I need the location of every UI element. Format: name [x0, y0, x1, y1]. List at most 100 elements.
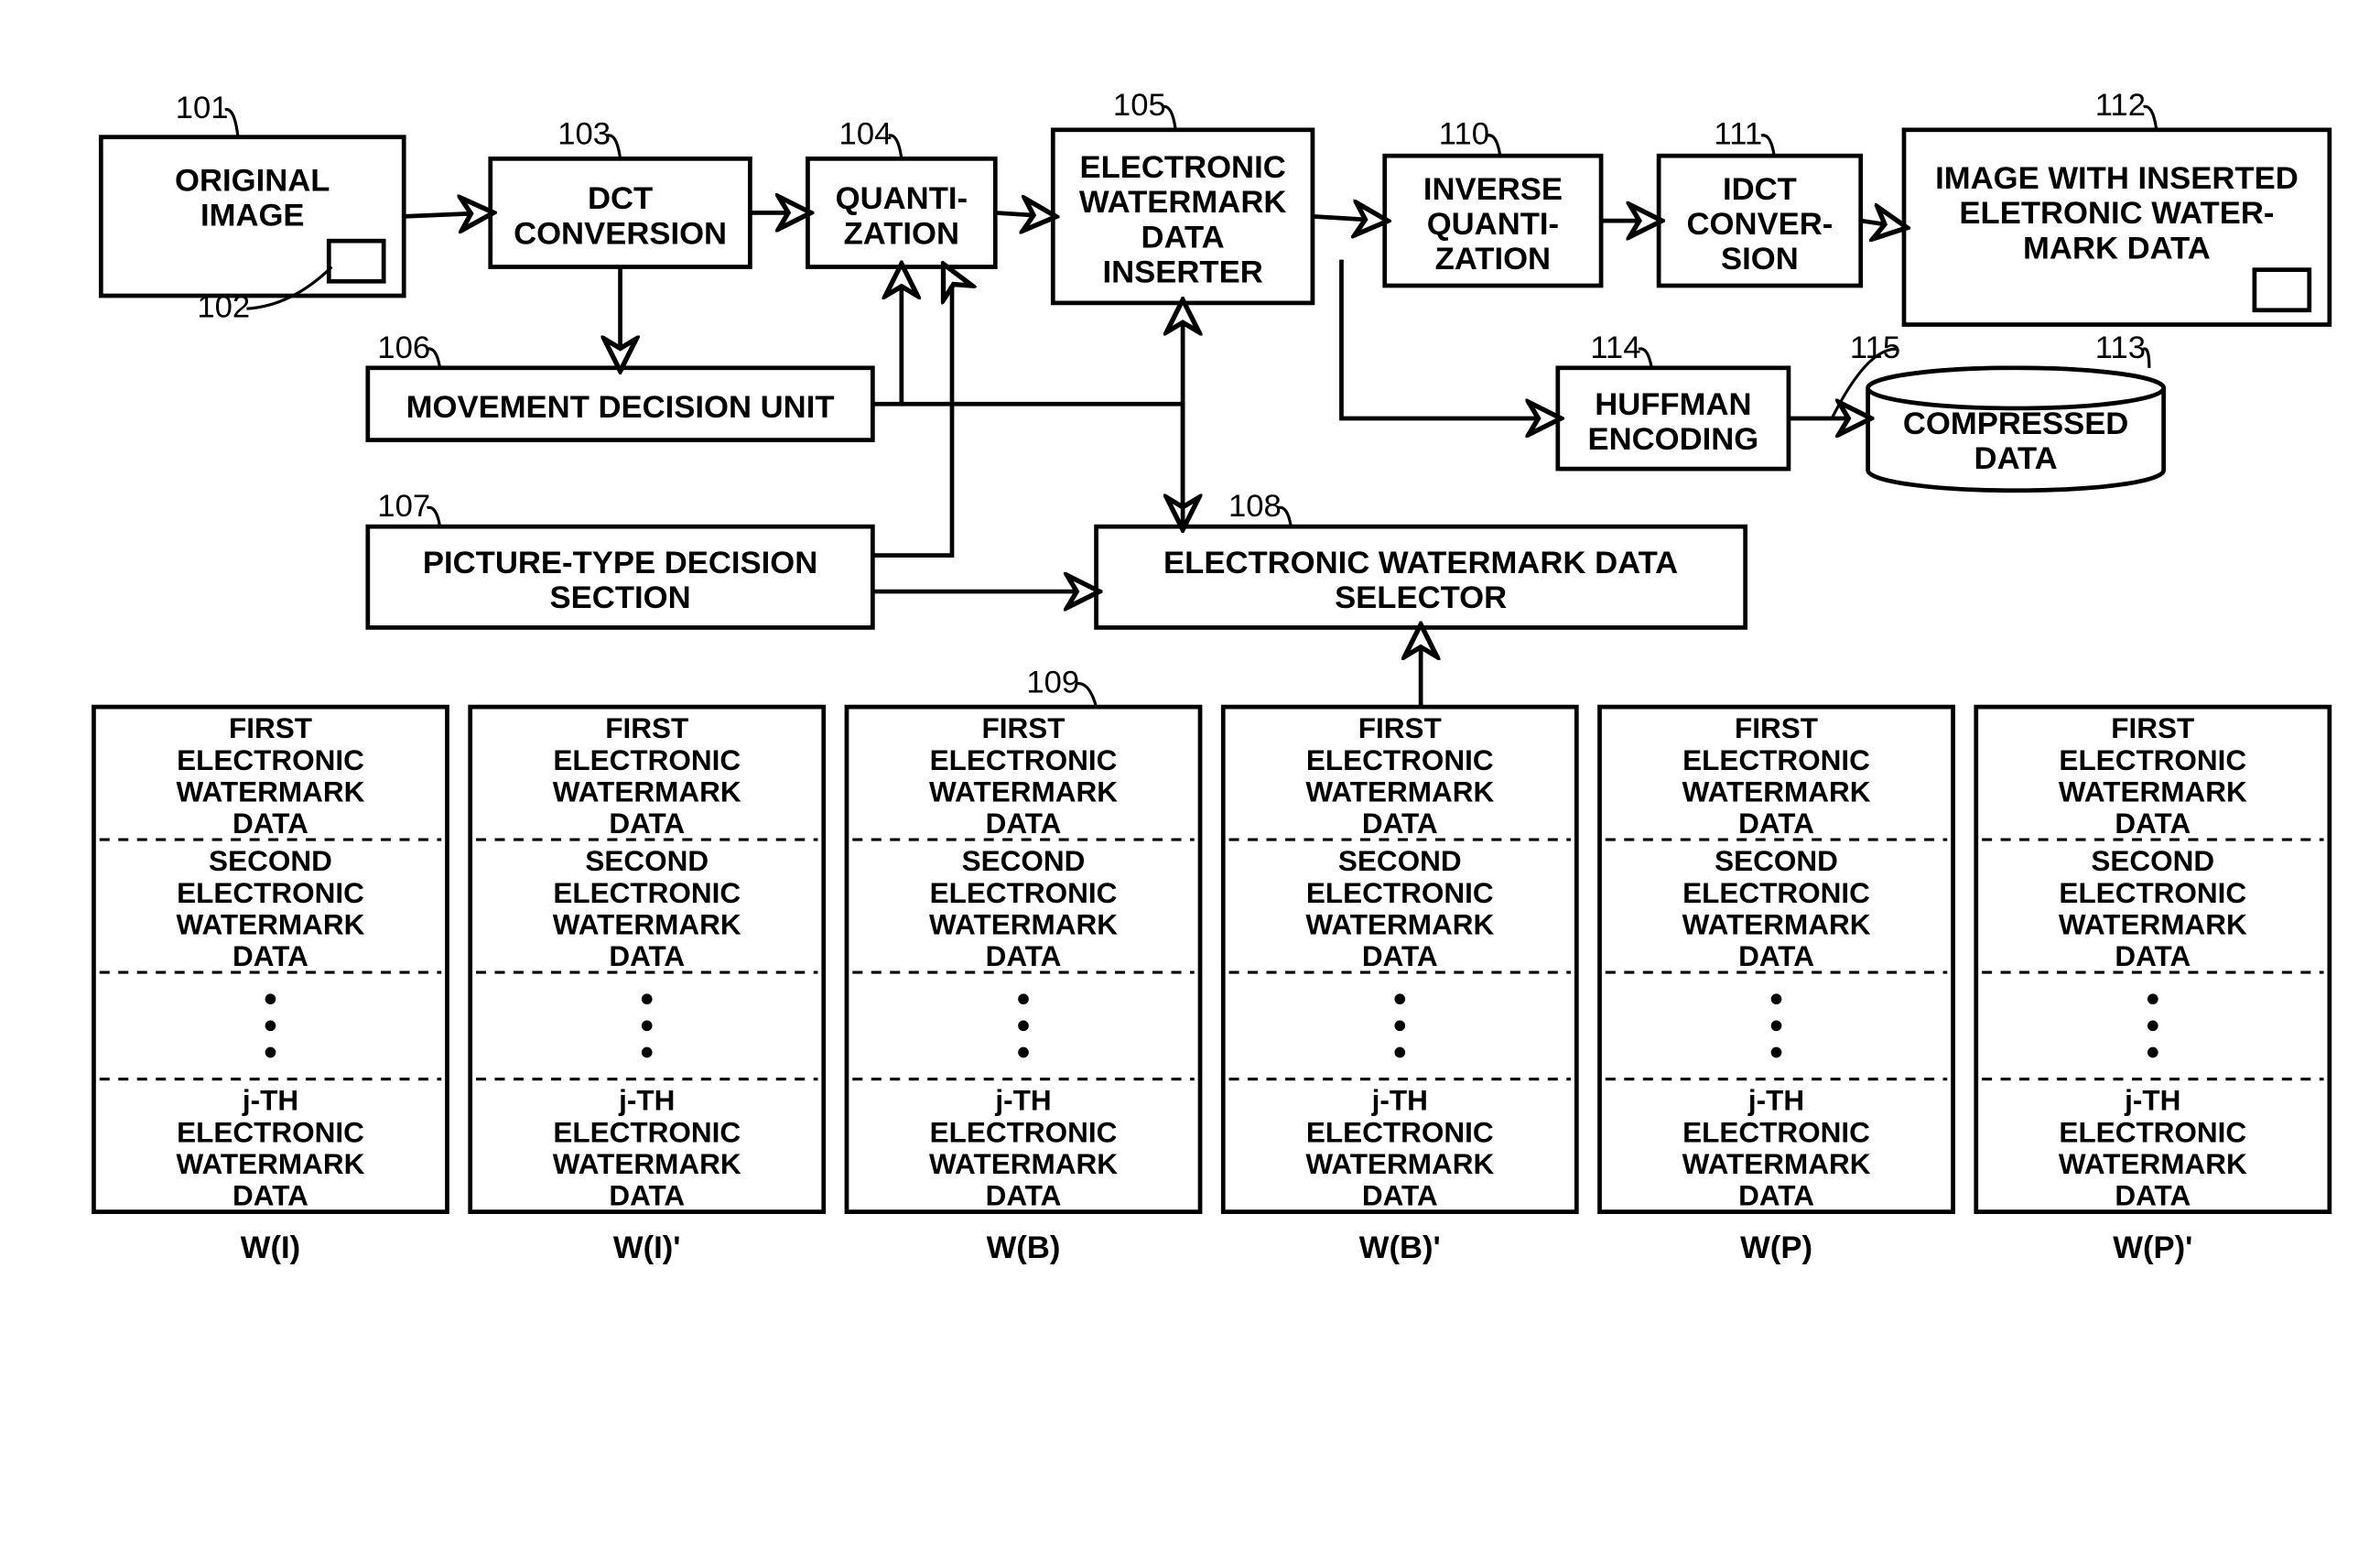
wm-cell: ELECTRONIC: [2059, 743, 2246, 776]
wm-cell: WATERMARK: [177, 907, 365, 940]
wm-label-1: W(I)': [613, 1230, 681, 1265]
wm-cell: SECOND: [209, 844, 332, 877]
wm-cell: WATERMARK: [1305, 1147, 1494, 1180]
node-label-n104: QUANTI-: [836, 181, 968, 216]
wm-label-4: W(P): [1740, 1230, 1812, 1265]
ref-n109: 109: [1026, 665, 1079, 699]
node-label-n112: MARK DATA: [2023, 231, 2211, 266]
wm-cell: ELECTRONIC: [930, 876, 1118, 909]
node-label-n113: COMPRESSED: [1903, 406, 2129, 441]
wm-cell: ELECTRONIC: [1306, 743, 1494, 776]
wm-cell: j-TH: [242, 1084, 298, 1117]
wm-cell: j-TH: [1371, 1084, 1428, 1117]
ref-n104: 104: [839, 117, 892, 152]
wm-cell: WATERMARK: [177, 1147, 365, 1180]
node-label-n105: ELECTRONIC: [1079, 150, 1285, 185]
node-label-n114: ENCODING: [1587, 422, 1758, 457]
wm-cell: FIRST: [605, 711, 688, 744]
wm-cell: ELECTRONIC: [1682, 876, 1870, 909]
wm-cell: ELECTRONIC: [930, 743, 1118, 776]
edge: [995, 212, 1053, 216]
ref-n115: 115: [1850, 331, 1900, 365]
wm-cell: DATA: [1362, 1179, 1438, 1212]
wm-cell: SECOND: [585, 844, 709, 877]
wm-cell: j-TH: [2124, 1084, 2180, 1117]
ref-n103: 103: [557, 117, 611, 152]
wm-cell: WATERMARK: [1682, 907, 1871, 940]
wm-cell: WATERMARK: [1305, 775, 1494, 808]
wm-label-0: W(I): [241, 1230, 300, 1265]
wm-cell: WATERMARK: [177, 775, 365, 808]
ref-n105: 105: [1113, 88, 1166, 123]
wm-cell: ELECTRONIC: [553, 876, 741, 909]
node-label-n114: HUFFMAN: [1595, 387, 1751, 422]
node-label-n112: ELETRONIC WATER-: [1959, 196, 2274, 231]
wm-cell: WATERMARK: [2059, 1147, 2247, 1180]
ref-n113: 113: [2095, 331, 2146, 365]
ref-n107: 107: [377, 489, 430, 524]
wm-label-3: W(B)': [1359, 1230, 1441, 1265]
wm-cell: DATA: [233, 807, 308, 840]
wm-cell: FIRST: [1358, 711, 1442, 744]
node-label-n105: WATERMARK: [1079, 185, 1287, 220]
node-label-n110: ZATION: [1435, 242, 1551, 276]
wm-cell: SECOND: [962, 844, 1086, 877]
node-label-n105: INSERTER: [1103, 255, 1263, 289]
wm-cell: WATERMARK: [553, 775, 741, 808]
wm-cell: ELECTRONIC: [553, 1115, 741, 1148]
ref-n114: 114: [1590, 331, 1640, 365]
wm-cell: ELECTRONIC: [930, 1115, 1118, 1148]
wm-cell: WATERMARK: [2059, 907, 2247, 940]
wm-cell: DATA: [986, 1179, 1062, 1212]
node-label-n112: IMAGE WITH INSERTED: [1935, 161, 2299, 196]
node-label-n113: DATA: [1974, 441, 2058, 476]
wm-cell: ELECTRONIC: [1306, 876, 1494, 909]
node-label-n110: INVERSE: [1423, 172, 1563, 207]
ref-n110: 110: [1439, 117, 1489, 152]
wm-cell: DATA: [1738, 1179, 1814, 1212]
node-label-n103: DCT: [588, 181, 653, 216]
edge: [872, 267, 902, 405]
wm-label-2: W(B): [987, 1230, 1061, 1265]
wm-cell: DATA: [609, 1179, 685, 1212]
node-label-n107: PICTURE-TYPE DECISION: [423, 546, 817, 580]
node-label-n108: SELECTOR: [1335, 580, 1507, 615]
node-label-n105: DATA: [1141, 220, 1225, 255]
node-label-n107: SECTION: [550, 580, 691, 615]
wm-cell: WATERMARK: [2059, 775, 2247, 808]
wm-cell: DATA: [1738, 939, 1814, 972]
wm-cell: FIRST: [229, 711, 312, 744]
wm-cell: DATA: [986, 939, 1062, 972]
edge: [1861, 221, 1904, 227]
wm-cell: DATA: [2115, 939, 2191, 972]
node-label-n101: ORIGINAL: [175, 164, 330, 199]
ref-n108: 108: [1228, 489, 1282, 524]
wm-cell: WATERMARK: [929, 775, 1118, 808]
wm-cell: DATA: [2115, 1179, 2191, 1212]
ref-n111: 111: [1714, 117, 1762, 152]
wm-cell: ELECTRONIC: [177, 1115, 364, 1148]
wm-cell: SECOND: [1715, 844, 1838, 877]
ref-n112: 112: [2095, 88, 2146, 123]
node-label-n111: IDCT: [1723, 172, 1797, 207]
wm-cell: DATA: [233, 939, 308, 972]
wm-cell: FIRST: [1735, 711, 1818, 744]
wm-cell: WATERMARK: [929, 1147, 1118, 1180]
wm-cell: ELECTRONIC: [2059, 876, 2246, 909]
wm-cell: DATA: [609, 807, 685, 840]
node-label-n111: SION: [1721, 242, 1799, 276]
wm-cell: DATA: [1362, 807, 1438, 840]
ref-n102: 102: [197, 290, 250, 325]
wm-cell: WATERMARK: [553, 907, 741, 940]
ref-n106: 106: [377, 331, 430, 365]
diagram-canvas: ORIGINALIMAGEDCTCONVERSIONQUANTI-ZATIONE…: [0, 0, 2380, 1298]
wm-cell: FIRST: [982, 711, 1066, 744]
node-label-n111: CONVER-: [1687, 207, 1834, 242]
wm-cell: ELECTRONIC: [1682, 743, 1870, 776]
wm-cell: j-TH: [618, 1084, 675, 1117]
node-label-n106: MOVEMENT DECISION UNIT: [406, 390, 835, 425]
wm-cell: ELECTRONIC: [2059, 1115, 2246, 1148]
wm-cell: FIRST: [2111, 711, 2194, 744]
wm-cell: j-TH: [994, 1084, 1051, 1117]
node-label-n104: ZATION: [844, 216, 959, 251]
